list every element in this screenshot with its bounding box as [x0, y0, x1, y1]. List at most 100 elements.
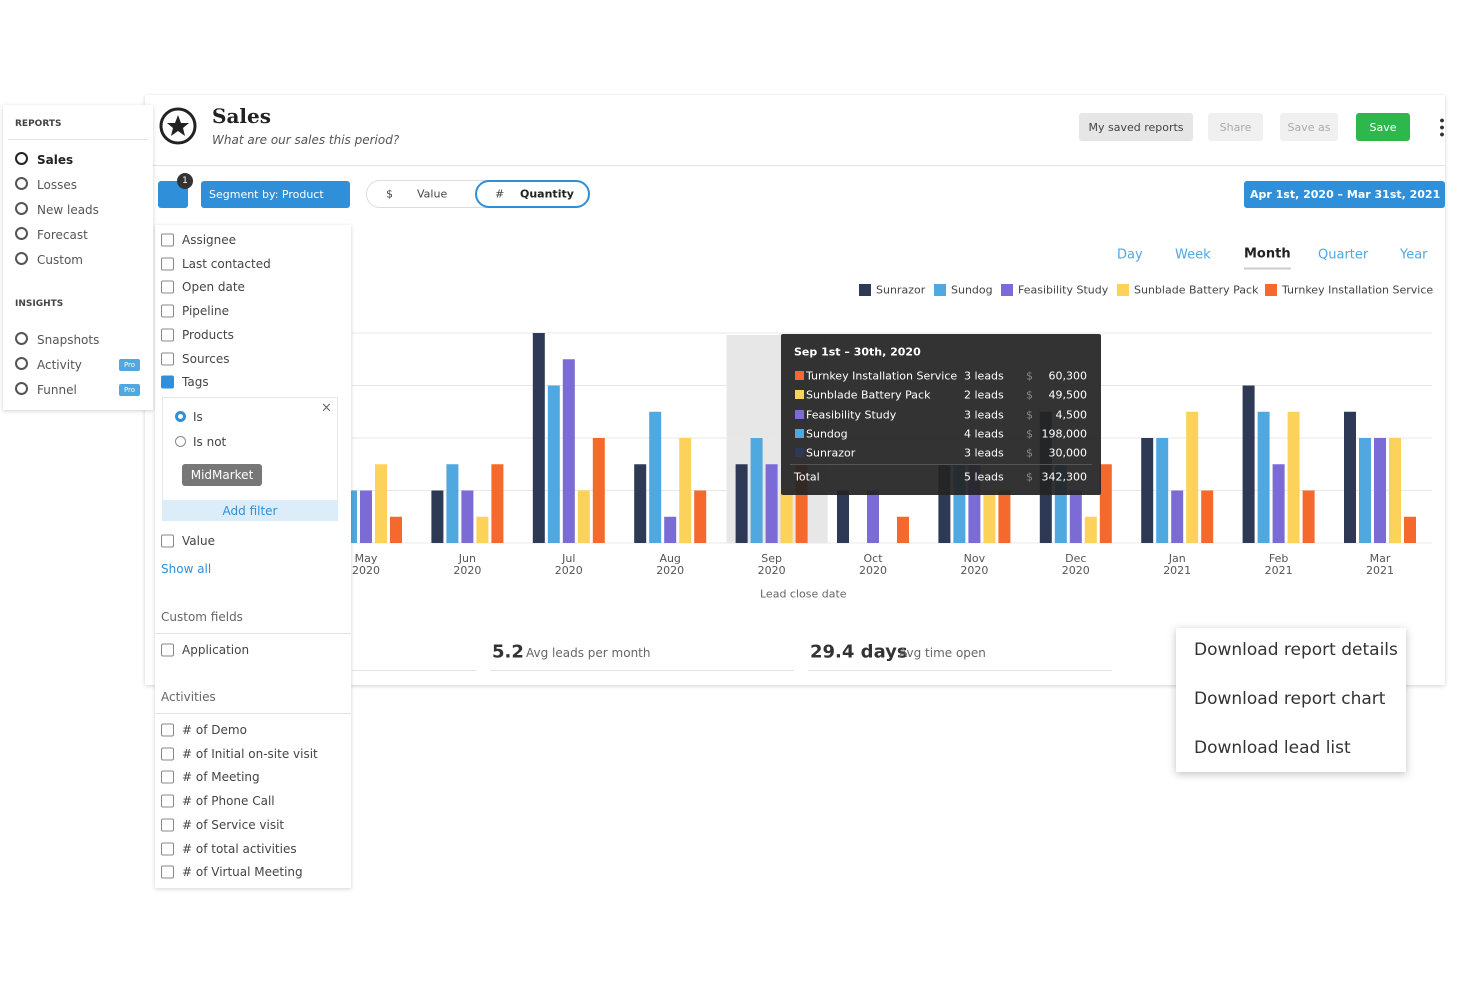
nav-item[interactable]: Losses [37, 178, 77, 192]
nav-icon [15, 227, 28, 240]
close-icon[interactable]: × [321, 400, 332, 416]
menu-item[interactable]: Download report chart [1194, 689, 1386, 709]
checkbox[interactable] [161, 747, 174, 761]
nav-item[interactable]: Funnel [37, 383, 77, 397]
legend-swatch [1265, 284, 1277, 296]
radio[interactable] [175, 411, 186, 422]
show-all[interactable]: Show all [161, 562, 212, 576]
checkbox[interactable] [161, 723, 174, 737]
tooltip-name: Sundog [806, 427, 848, 441]
bar [446, 464, 459, 543]
custom-field: Application [182, 643, 250, 657]
x-tick-label: Mar 2021 [1366, 552, 1394, 577]
legend-swatch [934, 284, 946, 296]
tooltip-swatch [795, 428, 804, 438]
pro-badge: Pro [119, 359, 140, 371]
checkbox[interactable] [161, 842, 174, 855]
checkbox[interactable] [161, 328, 174, 342]
checkbox[interactable] [161, 818, 174, 832]
measure-symbol: $ [386, 187, 393, 201]
tooltip-leads: 2 leads [964, 388, 1004, 402]
x-tick-label: Aug 2020 [656, 552, 685, 577]
bar [765, 464, 778, 543]
nav-icon [15, 152, 28, 165]
radio[interactable] [175, 436, 186, 447]
legend-label: Sundog [951, 283, 993, 297]
bar [1272, 464, 1285, 543]
nav-item[interactable]: Forecast [37, 228, 88, 242]
checkbox[interactable] [161, 352, 174, 365]
sidebar-heading: INSIGHTS [15, 299, 64, 309]
segment-dropdown[interactable]: Segment by: Product [201, 181, 350, 208]
menu-item[interactable]: Download lead list [1194, 738, 1351, 758]
x-tick-label: Dec 2020 [1061, 552, 1090, 577]
header-button[interactable]: Save [1356, 113, 1410, 141]
activity-field: # of Service visit [182, 817, 285, 832]
nav-item[interactable]: Custom [37, 253, 83, 267]
bar [780, 490, 793, 543]
tooltip-title: Sep 1st – 30th, 2020 [794, 345, 921, 359]
bar [867, 490, 879, 543]
checkbox[interactable] [161, 280, 174, 294]
add-filter[interactable]: Add filter [162, 500, 338, 521]
legend-swatch [859, 284, 871, 296]
period-tab[interactable]: Month [1244, 241, 1291, 270]
bar [1359, 438, 1371, 543]
pro-badge: Pro [119, 384, 140, 396]
checkbox[interactable] [161, 233, 174, 247]
x-tick-label: Sep 2020 [757, 552, 786, 577]
checkbox[interactable] [161, 257, 174, 271]
period-tab[interactable]: Day [1117, 247, 1143, 263]
nav-item[interactable]: New leads [37, 203, 99, 217]
checkbox[interactable] [161, 534, 174, 548]
nav-icon [15, 332, 28, 345]
header-divider [145, 165, 1445, 166]
period-tab[interactable]: Week [1175, 247, 1211, 263]
checkbox[interactable] [161, 375, 174, 389]
bar [431, 490, 444, 543]
bar [897, 516, 909, 543]
legend-label: Sunblade Battery Pack [1134, 283, 1259, 297]
bar [1084, 516, 1097, 543]
x-tick-label: Jul 2020 [554, 552, 583, 577]
measure-option[interactable] [475, 180, 590, 208]
checkbox[interactable] [161, 794, 174, 808]
tooltip-swatch [795, 448, 804, 458]
nav-item[interactable]: Activity [37, 358, 82, 372]
tooltip-leads: 3 leads [964, 408, 1004, 422]
checkbox[interactable] [161, 865, 174, 879]
bar [532, 333, 545, 543]
checkbox[interactable] [161, 643, 174, 657]
measure-label: Quantity [520, 187, 574, 201]
section-divider [155, 713, 351, 714]
nav-item[interactable]: Snapshots [37, 333, 100, 347]
measure-label: Value [417, 187, 448, 201]
nav-item[interactable]: Sales [37, 153, 74, 167]
header-button[interactable]: Save as [1280, 113, 1338, 141]
activity-field: # of Initial on-site visit [182, 746, 318, 761]
stat-label: Avg time open [899, 646, 986, 660]
filter-field: Pipeline [182, 304, 229, 319]
header-button[interactable]: Share [1208, 113, 1263, 141]
download-menu [1176, 628, 1406, 772]
more-menu[interactable] [1440, 117, 1444, 137]
filter-panel [155, 225, 351, 888]
checkbox[interactable] [161, 770, 174, 784]
tooltip-leads: 5 leads [964, 470, 1004, 484]
checkbox[interactable] [161, 304, 174, 318]
x-tick-label: Jan 2021 [1163, 552, 1192, 577]
menu-item[interactable]: Download report details [1194, 640, 1398, 660]
period-tab[interactable]: Quarter [1318, 247, 1369, 263]
tooltip-amount: 60,300 [1048, 369, 1088, 383]
measure-symbol: # [495, 187, 505, 201]
bar [1374, 438, 1386, 543]
x-tick-label: Nov 2020 [960, 552, 989, 577]
tooltip-amount: 49,500 [1048, 388, 1088, 402]
header-button[interactable]: My saved reports [1079, 113, 1193, 141]
period-tab[interactable]: Year [1400, 247, 1428, 263]
date-range[interactable]: Apr 1st, 2020 – Mar 31st, 2021 [1244, 181, 1445, 208]
nav-icon [15, 177, 28, 190]
bar [577, 490, 590, 543]
